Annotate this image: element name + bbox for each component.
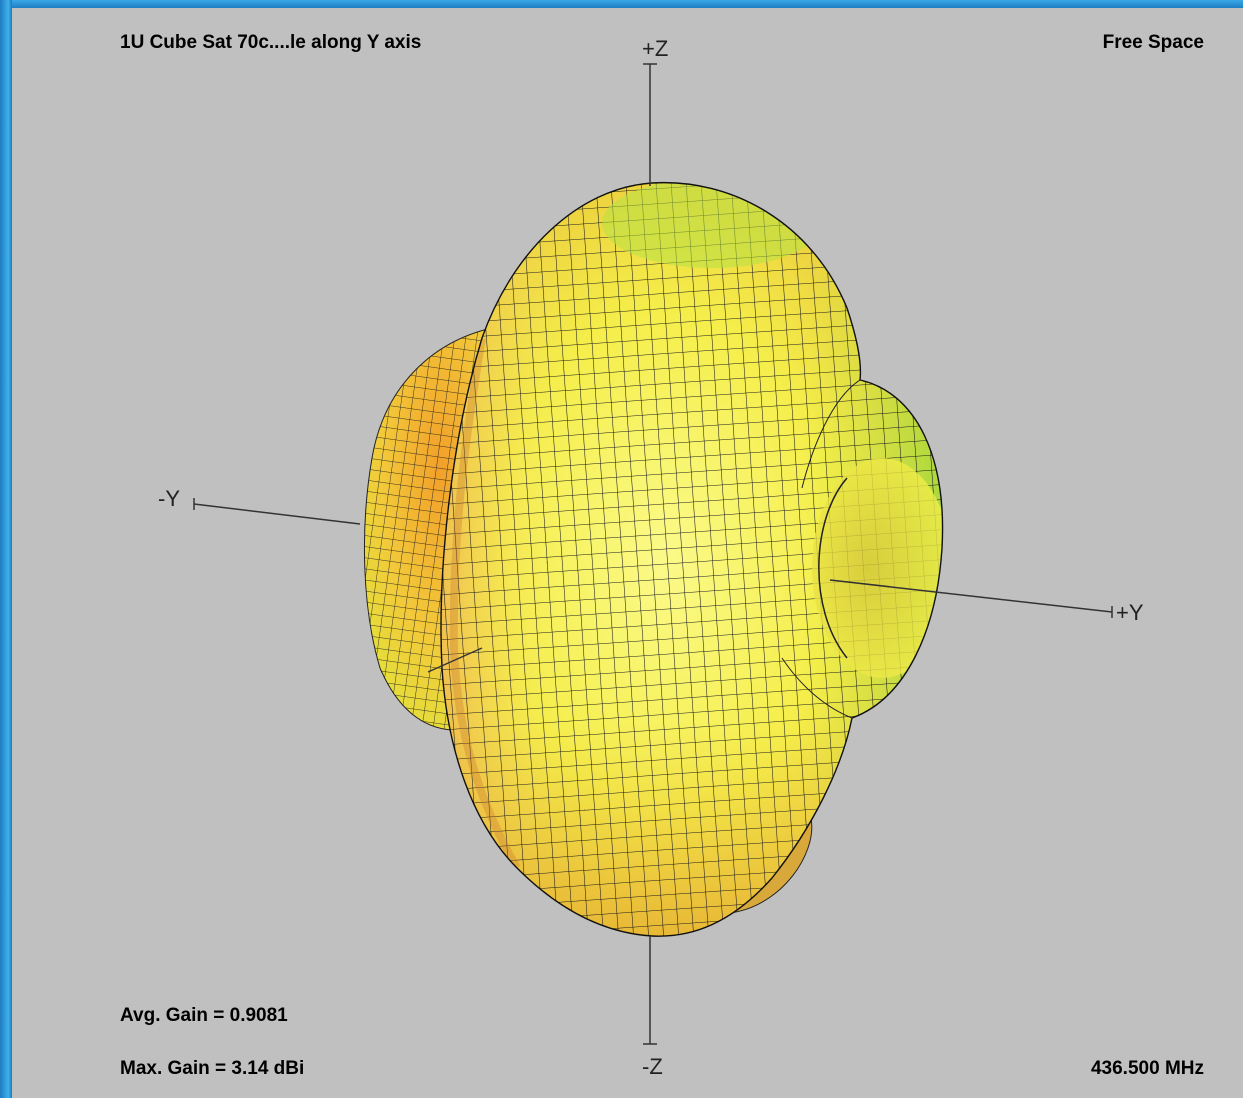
axis-label-pos-z: +Z (642, 36, 669, 61)
axis-x (427, 647, 483, 673)
window-frame-left (0, 0, 12, 1098)
axis-y (193, 498, 1113, 618)
pattern-title: 1U Cube Sat 70c....le along Y axis (120, 32, 422, 53)
radiation-pattern-plot (193, 63, 1113, 1045)
avg-gain-readout: Avg. Gain = 0.9081 (120, 1005, 288, 1026)
environment-label: Free Space (1102, 32, 1204, 53)
axis-z (643, 63, 657, 1045)
window-frame-top (0, 0, 1243, 8)
axis-label-neg-y: -Y (158, 486, 180, 511)
axis-label-neg-z: -Z (642, 1054, 663, 1079)
max-gain-readout: Max. Gain = 3.14 dBi (120, 1058, 305, 1079)
axis-label-pos-y: +Y (1116, 600, 1144, 625)
main-lobe (440, 181, 944, 937)
frequency-readout: 436.500 MHz (1090, 1058, 1204, 1079)
pattern-3d-viewport[interactable]: 1U Cube Sat 70c....le along Y axis Free … (12, 8, 1243, 1098)
